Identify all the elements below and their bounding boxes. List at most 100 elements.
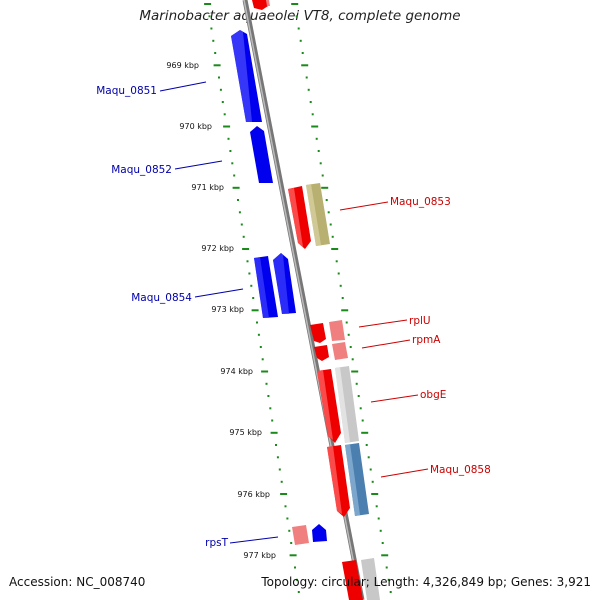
right-track-major-tick — [381, 554, 389, 557]
left-track-minor-tick — [210, 27, 213, 30]
left-track-minor-tick — [286, 517, 289, 520]
connector-rplU — [358, 319, 408, 328]
left-track-minor-tick — [214, 52, 217, 54]
right-track-minor-tick — [299, 39, 302, 42]
scale-label-974: 974 kbp — [220, 367, 253, 376]
right-tick-track — [291, 3, 392, 593]
left-track-minor-tick — [233, 174, 236, 177]
scale-label-977: 977 kbp — [243, 551, 276, 560]
right-track-minor-tick — [307, 88, 310, 91]
forward-strand-genes — [231, 30, 327, 542]
left-track-minor-tick — [278, 468, 281, 471]
connector-maqu-0851 — [159, 81, 207, 92]
label-rpmA[interactable]: rpmA — [412, 334, 441, 346]
connector-maqu-0858 — [380, 468, 429, 478]
gene-maqu-0854a-shade — [254, 257, 269, 318]
right-track-minor-tick — [305, 76, 308, 79]
label-maqu-0852[interactable]: Maqu_0852 — [111, 164, 172, 176]
right-track-minor-tick — [351, 358, 354, 361]
left-track-major-tick — [242, 248, 250, 250]
left-track-minor-tick — [290, 542, 293, 544]
feature-maqu-0853-khaki-shade — [306, 184, 321, 246]
right-track-minor-tick — [335, 260, 338, 263]
gene-rpsT-forward[interactable] — [312, 524, 327, 542]
right-track-minor-tick — [317, 150, 320, 152]
feature-rplU-pale[interactable] — [329, 320, 345, 341]
right-track-major-tick — [361, 431, 369, 434]
connector-obgE — [370, 394, 419, 403]
reverse-strand-genes — [252, 0, 380, 600]
right-track-minor-tick — [347, 333, 350, 336]
label-rpsT[interactable]: rpsT — [205, 537, 228, 549]
left-track-minor-tick — [208, 15, 211, 18]
left-track-minor-tick — [269, 407, 272, 410]
left-track-minor-tick — [218, 76, 220, 79]
feature-maqu-0858-blue-shade — [345, 444, 360, 516]
left-track-minor-tick — [284, 505, 287, 508]
right-track-minor-tick — [359, 407, 362, 410]
gene-rplU[interactable] — [310, 323, 326, 343]
right-track-minor-tick — [377, 517, 380, 520]
right-track-minor-tick — [315, 137, 318, 140]
label-rplU[interactable]: rplU — [409, 315, 431, 327]
map-title: Marinobacter aquaeolei VT8, complete gen… — [139, 8, 461, 24]
label-maqu-0858[interactable]: Maqu_0858 — [430, 464, 491, 476]
left-track-minor-tick — [229, 150, 232, 152]
feature-obgE-gray-shade — [335, 367, 350, 443]
left-track-minor-tick — [288, 529, 291, 532]
scale-label-971: 971 kbp — [191, 183, 224, 192]
gene-maqu-0853-shade — [288, 188, 303, 247]
gene-rpmA[interactable] — [314, 345, 329, 361]
label-maqu-0853[interactable]: Maqu_0853 — [390, 196, 451, 208]
feature-rpmA-pale[interactable] — [332, 342, 348, 360]
label-maqu-0851[interactable]: Maqu_0851 — [96, 85, 157, 97]
right-track-minor-tick — [301, 52, 304, 54]
right-track-major-tick — [331, 248, 339, 250]
scale-label-972: 972 kbp — [201, 244, 234, 253]
left-track-minor-tick — [297, 591, 300, 593]
gene-top-pale[interactable] — [266, 0, 270, 6]
gene-maqu-0852[interactable] — [250, 126, 273, 183]
gene-bottom-red[interactable] — [342, 560, 363, 600]
left-track-minor-tick — [261, 358, 264, 361]
label-maqu-0854[interactable]: Maqu_0854 — [131, 292, 192, 304]
genome-summary-text: Topology: circular; Length: 4,326,849 bp… — [261, 575, 591, 589]
label-obgE[interactable]: obgE — [420, 389, 446, 401]
scale-label-973: 973 kbp — [211, 305, 244, 314]
connector-maqu-0853 — [339, 201, 389, 211]
left-track-minor-tick — [242, 235, 245, 238]
left-track-minor-tick — [212, 39, 215, 42]
right-track-major-tick — [321, 186, 329, 189]
connector-rpmA — [361, 339, 411, 349]
right-track-major-tick — [351, 370, 359, 373]
gene-maqu-0851-shade — [231, 30, 252, 122]
scale-label-970: 970 kbp — [179, 122, 212, 131]
right-track-minor-tick — [355, 382, 358, 385]
right-track-major-tick — [341, 309, 349, 312]
left-track-major-tick — [270, 431, 278, 434]
left-track-major-tick — [251, 309, 259, 312]
right-track-minor-tick — [387, 578, 390, 581]
gene-top-red[interactable] — [252, 0, 268, 10]
feature-bottom-gray[interactable] — [361, 558, 380, 600]
gene-maqu-0858-shade — [327, 446, 342, 514]
right-track-minor-tick — [341, 297, 344, 299]
left-track-minor-tick — [240, 223, 243, 226]
left-track-minor-tick — [295, 578, 298, 581]
left-track-minor-tick — [238, 211, 241, 214]
gene-rpsT-pale[interactable] — [292, 525, 309, 545]
left-track-minor-tick — [257, 333, 260, 336]
left-track-minor-tick — [231, 162, 234, 165]
left-track-minor-tick — [227, 137, 230, 140]
left-track-minor-tick — [219, 88, 222, 91]
left-track-major-tick — [289, 554, 297, 557]
left-track-minor-tick — [259, 346, 262, 348]
right-track-minor-tick — [357, 395, 360, 397]
left-track-minor-tick — [256, 321, 258, 324]
right-track-minor-tick — [329, 223, 332, 226]
right-track-minor-tick — [295, 15, 298, 18]
accession-text: Accession: NC_008740 — [9, 575, 146, 589]
left-track-minor-tick — [275, 444, 277, 446]
right-track-minor-tick — [381, 542, 384, 544]
left-track-minor-tick — [246, 260, 249, 263]
